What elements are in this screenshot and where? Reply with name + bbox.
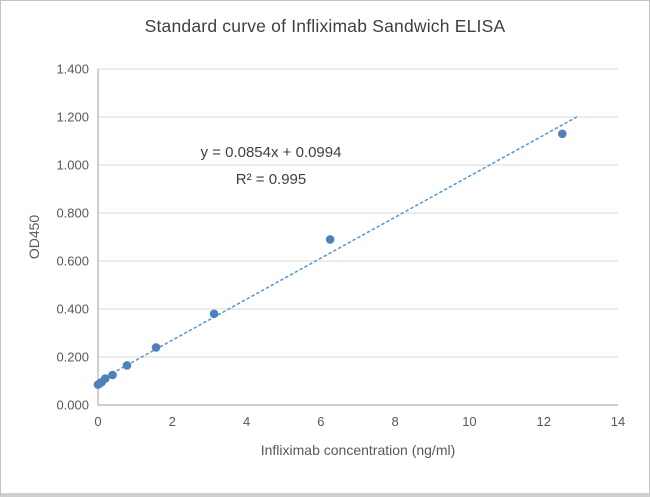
x-tick-label: 12	[536, 414, 550, 429]
y-tick-label: 0.200	[56, 350, 89, 365]
data-point	[209, 309, 219, 319]
y-tick-label: 1.200	[56, 110, 89, 125]
chart-title: Standard curve of Infliximab Sandwich EL…	[144, 16, 506, 36]
data-point	[100, 374, 110, 383]
x-tick-label: 10	[462, 414, 476, 429]
equation-text: y = 0.0854x + 0.0994	[200, 144, 342, 161]
trendline	[97, 115, 578, 382]
r-squared-text: R² = 0.995	[235, 171, 307, 188]
x-tick-label: 6	[317, 414, 324, 429]
y-tick-label: 0.000	[56, 398, 89, 413]
data-point	[122, 361, 132, 370]
y-tick-label: 0.800	[56, 206, 89, 221]
x-tick-label: 4	[243, 414, 250, 429]
data-point	[151, 343, 161, 352]
x-tick-label: 14	[611, 414, 625, 429]
y-tick-label: 0.400	[56, 302, 89, 317]
y-tick-label: 1.000	[56, 158, 89, 173]
x-axis-title: Infliximab concentration (ng/ml)	[260, 442, 456, 458]
x-tick-label: 2	[169, 414, 176, 429]
data-point	[108, 370, 117, 380]
data-point	[325, 235, 335, 244]
trendline-annotation: y = 0.0854x + 0.0994 R² = 0.995	[151, 139, 391, 193]
y-tick-label: 0.600	[56, 254, 89, 269]
y-tick-label: 1.400	[56, 62, 89, 77]
y-axis-title: OD450	[26, 214, 42, 260]
data-point	[557, 129, 567, 139]
x-tick-label: 0	[94, 414, 101, 429]
x-tick-label: 8	[392, 414, 399, 429]
